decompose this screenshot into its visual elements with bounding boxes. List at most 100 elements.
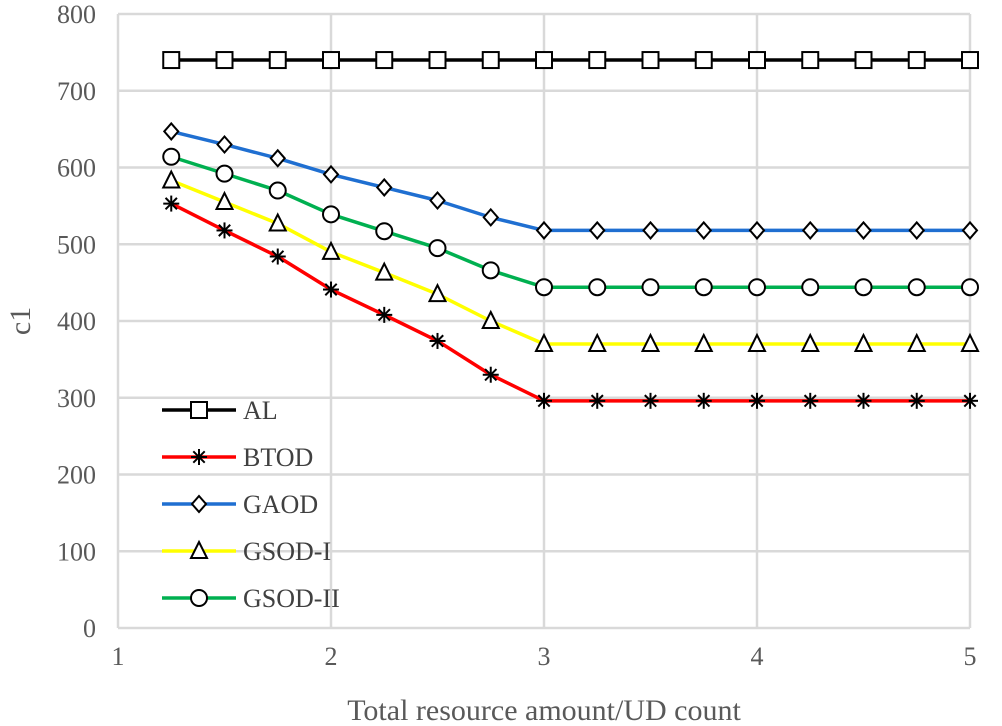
data-point-btod: [962, 392, 978, 409]
data-point-gaod: [908, 220, 926, 240]
legend-label: GSOD-I: [243, 537, 331, 566]
y-tick-label: 200: [57, 461, 96, 490]
data-point-gsod-i: [694, 332, 714, 353]
data-point-al: [535, 51, 553, 70]
series-line-gsod-i: [170, 178, 970, 346]
data-point-al: [961, 51, 979, 70]
data-point-al: [854, 51, 873, 70]
data-point-gsod-i: [161, 169, 181, 189]
x-tick-label: 4: [751, 642, 764, 671]
data-point-gaod: [269, 148, 287, 168]
data-point-gsod-ii: [961, 278, 979, 297]
data-point-gsod-i: [321, 240, 341, 260]
legend-item-gaod: GAOD: [162, 490, 318, 519]
data-point-gaod: [695, 220, 713, 240]
legend-item-gsod-i: GSOD-I: [162, 537, 331, 566]
data-point-gsod-i: [747, 332, 767, 353]
data-point-gsod-ii: [801, 278, 820, 297]
data-point-gsod-i: [640, 332, 661, 353]
data-point-btod: [269, 248, 286, 265]
legend-item-btod: BTOD: [162, 443, 313, 472]
data-point-btod: [323, 281, 339, 298]
y-axis-title: c1: [4, 307, 37, 335]
data-point-gaod: [162, 121, 180, 141]
data-point-btod: [376, 306, 393, 323]
data-point-gaod: [588, 220, 606, 240]
data-point-gsod-ii: [162, 147, 181, 166]
data-point-gsod-ii: [268, 181, 287, 200]
data-point-gsod-ii: [854, 278, 873, 297]
x-tick-label: 2: [325, 642, 338, 671]
data-point-btod: [642, 392, 659, 409]
data-point-al: [907, 51, 926, 70]
data-point-al: [801, 51, 820, 70]
y-tick-label: 0: [83, 614, 96, 643]
series-lines: [170, 58, 970, 403]
data-point-btod: [163, 195, 180, 212]
legend-label: GSOD-II: [243, 584, 340, 613]
data-point-btod: [749, 392, 765, 409]
data-point-gaod: [535, 220, 553, 240]
legend-label: GAOD: [243, 490, 318, 519]
data-point-gsod-i: [374, 261, 394, 281]
data-point-btod: [429, 332, 446, 349]
y-tick-label: 100: [57, 537, 96, 566]
data-point-al: [588, 51, 607, 70]
x-tick-label: 3: [538, 642, 551, 671]
series-line-btod: [170, 202, 970, 403]
legend-label: BTOD: [243, 443, 313, 472]
data-point-gsod-i: [960, 332, 980, 353]
legend-item-gsod-ii: GSOD-II: [162, 584, 340, 613]
data-point-gaod: [482, 207, 500, 227]
data-point-btod: [695, 392, 712, 409]
tick-labels: 0 100 200 300 400 500 600 700 800 1 2 3 4 5: [57, 0, 977, 671]
data-point-gsod-ii: [322, 205, 340, 224]
data-point-gsod-ii: [428, 239, 447, 258]
x-tick-label: 1: [112, 642, 125, 671]
series-line-gaod: [170, 129, 970, 233]
data-point-gsod-ii: [375, 222, 394, 241]
data-point-gsod-i: [427, 282, 448, 303]
data-point-al: [481, 51, 500, 70]
data-point-btod: [855, 392, 872, 409]
y-tick-label: 400: [57, 307, 96, 336]
legend-marker: [190, 494, 208, 514]
data-point-al: [375, 51, 394, 70]
data-point-gaod: [429, 190, 446, 211]
data-point-btod: [536, 392, 552, 409]
y-tick-label: 500: [57, 230, 96, 259]
data-point-gsod-ii: [748, 278, 766, 297]
data-point-al: [641, 51, 660, 70]
data-point-gaod: [855, 220, 872, 240]
data-point-gsod-i: [534, 332, 554, 353]
data-point-gsod-i: [587, 332, 607, 353]
y-tick-label: 300: [57, 384, 96, 413]
y-tick-label: 700: [57, 77, 96, 106]
data-point-gaod: [375, 177, 393, 197]
data-point-al: [268, 51, 287, 70]
data-point-btod: [482, 366, 499, 383]
data-point-gsod-ii: [694, 278, 713, 297]
data-point-gsod-i: [800, 332, 820, 353]
legend-marker: [189, 539, 209, 559]
data-point-gaod: [216, 134, 233, 154]
legend: AL BTOD GAOD GSOD-I GSOD-II: [162, 396, 340, 613]
series-line-gsod-ii: [170, 155, 970, 289]
legend-marker: [191, 449, 207, 465]
x-tick-label: 5: [964, 642, 977, 671]
y-tick-label: 800: [57, 0, 96, 29]
data-point-al: [694, 51, 713, 70]
data-point-al: [428, 51, 447, 70]
data-point-gsod-ii: [641, 278, 660, 297]
y-tick-label: 600: [57, 154, 96, 183]
data-point-al: [322, 51, 340, 70]
data-point-btod: [216, 222, 233, 239]
data-point-gaod: [642, 220, 659, 240]
legend-marker: [190, 401, 208, 419]
data-point-btod: [802, 392, 819, 409]
data-point-gsod-i: [214, 190, 235, 211]
data-point-al: [162, 51, 181, 70]
data-point-gsod-i: [907, 332, 927, 353]
data-point-gsod-ii: [907, 278, 926, 297]
